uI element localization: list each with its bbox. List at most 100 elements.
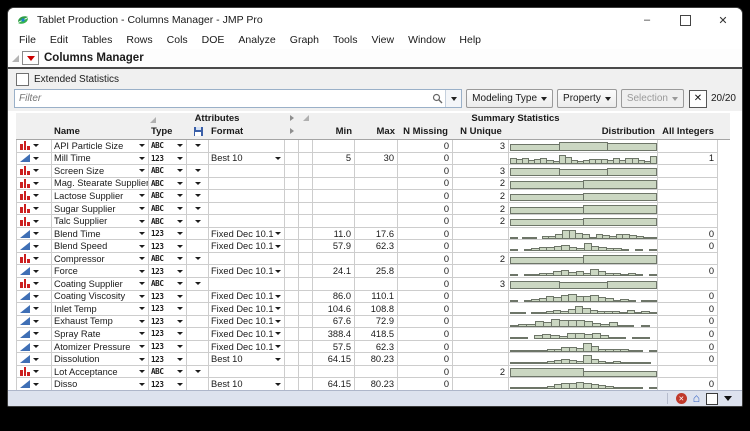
chevron-down-icon[interactable]	[177, 194, 183, 198]
chevron-down-icon[interactable]	[177, 244, 183, 248]
chevron-down-icon[interactable]	[33, 345, 39, 349]
column-name-cell[interactable]: Lot Acceptance	[52, 365, 149, 379]
chevron-down-icon[interactable]	[194, 194, 201, 198]
chevron-down-icon[interactable]	[275, 345, 281, 349]
chevron-down-icon[interactable]	[194, 169, 201, 173]
menu-item-tables[interactable]: Tables	[82, 34, 113, 46]
column-name-cell[interactable]: Mill Time	[52, 152, 149, 166]
window-layout-icon[interactable]	[706, 392, 718, 405]
chevron-down-icon[interactable]	[139, 169, 145, 173]
chevron-down-icon[interactable]	[32, 370, 39, 374]
chevron-down-icon[interactable]	[275, 357, 281, 361]
chevron-down-icon[interactable]	[139, 244, 145, 248]
column-name-cell[interactable]: API Particle Size	[52, 140, 149, 153]
chevron-down-icon[interactable]	[32, 219, 39, 223]
nominal-icon[interactable]	[20, 254, 30, 264]
table-row[interactable]: Blend Speed 123 Fixed Dec 10.1 57.9 62.3 0 0	[16, 240, 730, 253]
chevron-down-icon[interactable]	[139, 269, 145, 273]
table-row[interactable]: Blend Time 123 Fixed Dec 10.1 11.0 17.6 0 0	[16, 227, 730, 241]
chevron-down-icon[interactable]	[177, 169, 183, 173]
chevron-down-icon[interactable]	[275, 232, 281, 236]
chevron-down-icon[interactable]	[177, 181, 183, 185]
char-format-cell[interactable]	[187, 252, 209, 266]
menu-item-edit[interactable]: Edit	[49, 34, 69, 46]
format-select[interactable]: Best 10	[209, 152, 285, 166]
column-name-cell[interactable]: Lactose Supplier	[52, 190, 149, 203]
table-row[interactable]: Spray Rate 123 Fixed Dec 10.1 388.4 418.5 0 0	[16, 328, 730, 341]
type-cell[interactable]: 123	[149, 240, 187, 253]
column-name-cell[interactable]: Compressor	[52, 252, 149, 266]
chevron-down-icon[interactable]	[177, 257, 183, 261]
red-triangle-menu-button[interactable]	[22, 51, 39, 65]
table-row[interactable]: Talc Supplier ABC 0 2	[16, 215, 730, 228]
chevron-down-icon[interactable]	[194, 144, 201, 148]
table-row[interactable]: Atomizer Pressure 123 Fixed Dec 10.1 57.5 62…	[16, 340, 730, 354]
type-cell[interactable]: 123	[149, 290, 187, 304]
menu-item-cols[interactable]: Cols	[166, 34, 188, 46]
chevron-down-icon[interactable]	[194, 181, 201, 185]
chevron-down-icon[interactable]	[194, 219, 201, 223]
table-row[interactable]: Exhaust Temp 123 Fixed Dec 10.1 67.6 72.9 0 0	[16, 315, 730, 329]
chevron-down-icon[interactable]	[177, 345, 183, 349]
chevron-down-icon[interactable]	[275, 319, 281, 323]
type-cell[interactable]: 123	[149, 353, 187, 366]
type-cell[interactable]: ABC	[149, 215, 187, 228]
continuous-icon[interactable]	[20, 242, 30, 251]
chevron-down-icon[interactable]	[32, 144, 39, 148]
char-format-cell[interactable]	[187, 215, 209, 228]
chevron-down-icon[interactable]	[139, 382, 145, 386]
char-format-cell[interactable]	[187, 165, 209, 178]
chevron-down-icon[interactable]	[194, 370, 201, 374]
table-row[interactable]: API Particle Size ABC 0 3	[16, 140, 730, 153]
type-cell[interactable]: 123	[149, 315, 187, 329]
char-format-cell[interactable]	[187, 177, 209, 191]
type-cell[interactable]: 123	[149, 378, 187, 390]
chevron-down-icon[interactable]	[139, 282, 145, 286]
chevron-down-icon[interactable]	[177, 269, 183, 273]
chevron-down-icon[interactable]	[177, 382, 183, 386]
maximize-button[interactable]	[666, 8, 704, 32]
format-select[interactable]: Fixed Dec 10.1	[209, 265, 285, 279]
chevron-down-icon[interactable]	[32, 257, 39, 261]
format-select[interactable]: Fixed Dec 10.1	[209, 328, 285, 341]
chevron-down-icon[interactable]	[32, 181, 39, 185]
chevron-down-icon[interactable]	[177, 232, 183, 236]
chevron-down-icon[interactable]	[194, 257, 201, 261]
chevron-down-icon[interactable]	[33, 244, 39, 248]
nominal-icon[interactable]	[20, 141, 30, 151]
nominal-icon[interactable]	[20, 166, 30, 176]
chevron-down-icon[interactable]	[139, 345, 145, 349]
menu-item-analyze[interactable]: Analyze	[238, 34, 276, 46]
chevron-down-icon[interactable]	[275, 382, 281, 386]
column-name-cell[interactable]: Talc Supplier	[52, 215, 149, 228]
type-cell[interactable]: ABC	[149, 190, 187, 203]
chevron-down-icon[interactable]	[177, 307, 183, 311]
chevron-down-icon[interactable]	[32, 194, 39, 198]
continuous-icon[interactable]	[20, 329, 30, 338]
nominal-icon[interactable]	[20, 191, 30, 201]
format-select[interactable]: Fixed Dec 10.1	[209, 240, 285, 253]
char-format-cell[interactable]	[187, 140, 209, 153]
nominal-icon[interactable]	[20, 216, 30, 226]
chevron-down-icon[interactable]	[177, 144, 183, 148]
column-name-cell[interactable]: Blend Time	[52, 227, 149, 241]
expand-columns-icon[interactable]	[285, 125, 299, 139]
format-select[interactable]: Fixed Dec 10.1	[209, 303, 285, 316]
char-format-cell[interactable]	[187, 190, 209, 203]
home-icon[interactable]: ⌂	[692, 391, 700, 405]
type-cell[interactable]: 123	[149, 227, 187, 241]
menu-item-help[interactable]: Help	[459, 34, 482, 46]
chevron-down-icon[interactable]	[177, 219, 183, 223]
menu-item-graph[interactable]: Graph	[289, 34, 319, 46]
continuous-icon[interactable]	[20, 267, 30, 276]
chevron-down-icon[interactable]	[139, 307, 145, 311]
type-cell[interactable]: 123	[149, 152, 187, 166]
collapse-triangle-icon[interactable]	[150, 117, 156, 123]
type-cell[interactable]: ABC	[149, 365, 187, 379]
table-row[interactable]: Force 123 Fixed Dec 10.1 24.1 25.8 0 0	[16, 265, 730, 279]
chevron-down-icon[interactable]	[139, 370, 145, 374]
type-cell[interactable]: ABC	[149, 140, 187, 153]
continuous-icon[interactable]	[20, 355, 30, 364]
chevron-down-icon[interactable]	[177, 294, 183, 298]
chevron-down-icon[interactable]	[33, 332, 39, 336]
